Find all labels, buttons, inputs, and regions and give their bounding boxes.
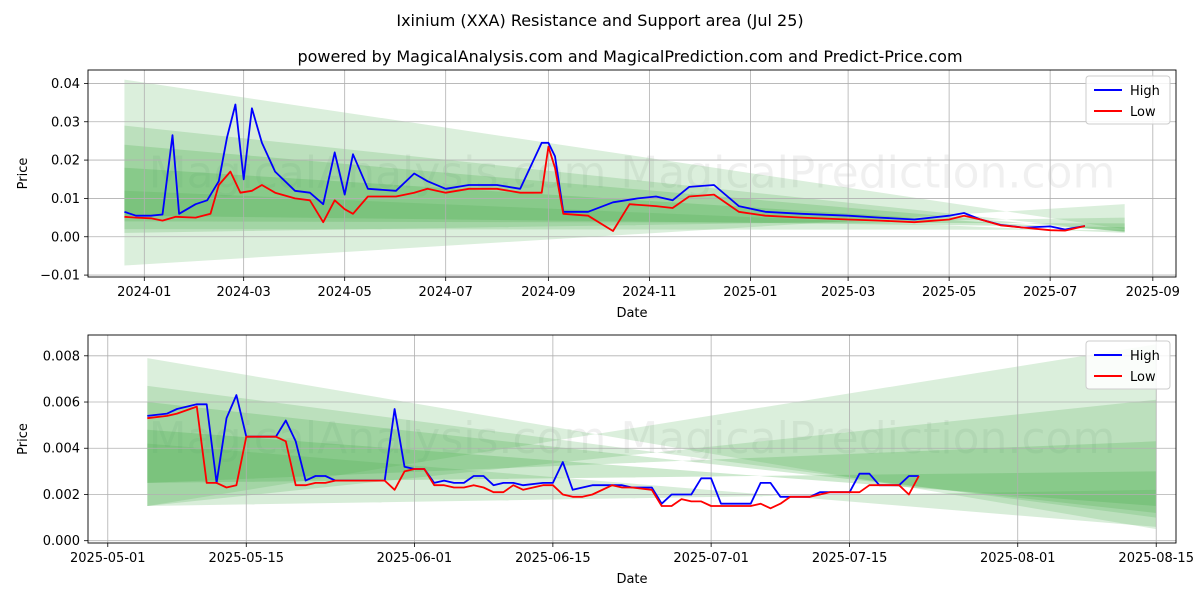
series-lines (147, 394, 920, 510)
band-0 (147, 344, 1157, 530)
legend-label-low: Low (1130, 370, 1156, 385)
x-axis-label: Date (616, 306, 647, 321)
x-tick-label: 2025-05-01 (70, 551, 146, 566)
x-tick-label: 2025-08-15 (1118, 551, 1194, 566)
series-line-low (124, 145, 1086, 232)
x-tick-label: 2024-07 (419, 285, 473, 300)
band-1 (124, 125, 1125, 233)
y-tick-label: 0.000 (43, 534, 80, 549)
y-tick-label: 0.03 (51, 115, 80, 130)
band-1 (147, 385, 1157, 518)
x-tick-label: 2025-05 (922, 285, 976, 300)
x-tick-label: 2025-01 (723, 285, 777, 300)
y-tick-label: 0.006 (43, 396, 80, 411)
y-axis-label: Price (16, 423, 31, 455)
axes-frame (87, 69, 1177, 278)
x-tick-label: 2024-11 (622, 285, 676, 300)
x-tick-label: 2024-03 (217, 285, 271, 300)
x-tick-label: 2025-05-15 (208, 551, 284, 566)
x-tick-label: 2024-05 (318, 285, 372, 300)
legend-label-high: High (1130, 349, 1160, 364)
y-tick-label: −0.01 (40, 269, 80, 284)
legend: High Low (1085, 340, 1171, 390)
x-tick-label: 2025-06-15 (515, 551, 591, 566)
x-tick-label: 2025-08-01 (980, 551, 1056, 566)
x-tick-label: 2025-09 (1126, 285, 1180, 300)
x-tick-label: 2025-03 (821, 285, 875, 300)
band-3 (124, 167, 1125, 231)
y-tick-label: 0.004 (43, 442, 80, 457)
x-tick-label: 2025-07 (1023, 285, 1077, 300)
y-tick-label: 0.01 (51, 192, 80, 207)
x-tick-label: 2025-07-01 (673, 551, 749, 566)
chart-subtitle: powered by MagicalAnalysis.com and Magic… (297, 47, 962, 66)
band-2 (147, 402, 1157, 513)
support-resistance-bands (147, 344, 1157, 530)
band-3 (147, 429, 1157, 507)
chart-title: Ixinium (XXA) Resistance and Support are… (396, 11, 803, 30)
band-0 (124, 79, 1125, 266)
x-tick-label: 2024-01 (117, 285, 171, 300)
x-axis-label: Date (616, 572, 647, 587)
axes-frame (87, 334, 1177, 544)
x-tick-label: 2025-07-15 (812, 551, 888, 566)
panel-top: MagicalAnalysis.com MagicalPrediction.co… (16, 69, 1180, 321)
legend-label-low: Low (1130, 105, 1156, 120)
y-tick-label: 0.02 (51, 154, 80, 169)
y-tick-label: 0.00 (51, 230, 80, 245)
x-tick-label: 2025-06-01 (377, 551, 453, 566)
panel-bottom: MagicalAnalysis.com MagicalPrediction.co… (16, 334, 1194, 587)
y-tick-label: 0.002 (43, 488, 80, 503)
y-tick-label: 0.008 (43, 349, 80, 364)
series-line-low (147, 405, 920, 510)
y-axis-label: Price (16, 158, 31, 190)
band-4 (147, 443, 1157, 527)
watermark-text: MagicalAnalysis.com MagicalPrediction.co… (149, 148, 1116, 199)
legend: High Low (1085, 75, 1171, 125)
series-lines (124, 103, 1086, 232)
watermark-text: MagicalAnalysis.com MagicalPrediction.co… (149, 413, 1116, 464)
series-line-high (124, 103, 1086, 231)
y-tick-label: 0.04 (51, 77, 80, 92)
support-resistance-bands (124, 79, 1125, 266)
band-2 (124, 144, 1125, 232)
x-tick-label: 2024-09 (521, 285, 575, 300)
legend-label-high: High (1130, 84, 1160, 99)
